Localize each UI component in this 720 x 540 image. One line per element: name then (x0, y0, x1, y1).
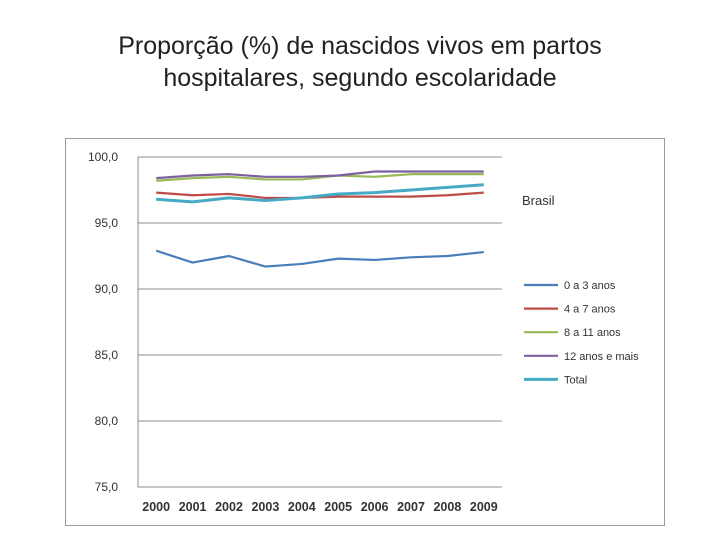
y-tick-label: 75,0 (95, 480, 119, 494)
x-tick-label: 2003 (251, 500, 279, 514)
line-chart: 100,0 95,0 90,0 85,0 80,0 75,0 2000 2001 2002 200… (88, 150, 639, 514)
y-tick-label: 85,0 (95, 348, 119, 362)
chart-frame: 100,0 95,0 90,0 85,0 80,0 75,0 2000 2001 2002 200… (65, 138, 665, 526)
y-tick-label: 80,0 (95, 414, 119, 428)
chart-title: Brasil (522, 193, 555, 208)
legend-label: 8 a 11 anos (564, 327, 621, 339)
legend-label: 4 a 7 anos (564, 304, 616, 316)
slide-title-line-1: Proporção (%) de nascidos vivos em parto… (118, 32, 602, 60)
slide-title-line-2: hospitalares, segundo escolaridade (163, 64, 557, 92)
x-tick-label: 2009 (470, 500, 498, 514)
x-tick-label: 2001 (179, 500, 207, 514)
y-tick-label: 100,0 (88, 150, 118, 164)
x-tick-label: 2006 (361, 500, 389, 514)
series-line (155, 249, 484, 268)
series-line (156, 170, 484, 180)
x-tick-label: 2000 (142, 500, 170, 514)
x-tick-label: 2004 (288, 500, 316, 514)
legend-label: 0 a 3 anos (564, 280, 616, 292)
slide-title: Proporção (%) de nascidos vivos em parto… (0, 30, 720, 94)
x-tick-label: 2007 (397, 500, 425, 514)
series-line (156, 173, 484, 182)
legend-label: Total (564, 374, 587, 386)
y-tick-label: 95,0 (95, 216, 119, 230)
legend-label: 12 anos e mais (564, 351, 639, 363)
x-tick-label: 2002 (215, 500, 243, 514)
series-line (156, 183, 484, 204)
x-tick-label: 2008 (433, 500, 461, 514)
y-tick-label: 90,0 (95, 282, 119, 296)
x-tick-label: 2005 (324, 500, 352, 514)
